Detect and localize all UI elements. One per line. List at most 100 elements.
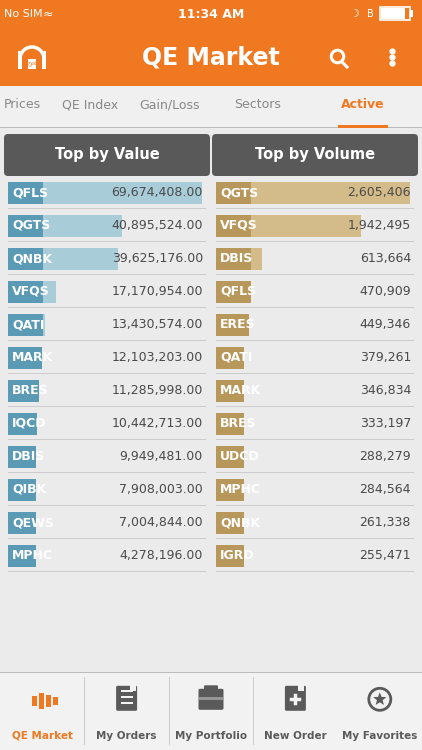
Bar	[8, 413, 37, 434]
Bar	[216, 512, 244, 533]
Bar	[0, 672, 422, 750]
Bar	[216, 446, 244, 467]
Text: Prices: Prices	[3, 98, 41, 112]
Text: 12,103,203.00: 12,103,203.00	[112, 351, 203, 364]
Bar	[8, 346, 42, 368]
Text: ≈: ≈	[43, 8, 53, 20]
Text: QATI: QATI	[220, 351, 252, 364]
Bar	[8, 544, 36, 566]
Text: DBIS: DBIS	[12, 450, 45, 463]
Bar	[381, 8, 405, 19]
Bar	[0, 672, 422, 673]
Bar	[0, 86, 422, 128]
Text: 10,442,713.00: 10,442,713.00	[112, 417, 203, 430]
Text: BRES: BRES	[220, 417, 257, 430]
Bar	[32, 696, 37, 706]
Bar	[216, 214, 251, 236]
FancyBboxPatch shape	[285, 686, 306, 711]
Bar	[42, 51, 46, 69]
Bar	[8, 182, 202, 203]
Text: IQCD: IQCD	[12, 417, 46, 430]
Bar	[8, 478, 36, 500]
Bar	[216, 182, 410, 203]
Text: Top by Volume: Top by Volume	[255, 148, 375, 163]
Bar	[216, 413, 244, 434]
Text: My Orders: My Orders	[96, 731, 157, 741]
Bar	[216, 214, 361, 236]
Text: MPHC: MPHC	[220, 483, 261, 496]
Text: QE Market: QE Market	[12, 731, 73, 741]
Bar	[169, 677, 170, 745]
Bar	[216, 248, 262, 269]
Polygon shape	[373, 692, 387, 705]
Bar	[0, 127, 422, 128]
Text: QE Index: QE Index	[62, 98, 118, 112]
Bar	[39, 693, 44, 709]
Bar	[0, 28, 422, 86]
FancyBboxPatch shape	[204, 686, 218, 694]
Text: QNBK: QNBK	[12, 252, 52, 265]
Text: QFLS: QFLS	[12, 186, 48, 199]
Bar	[8, 446, 36, 467]
Bar	[121, 690, 133, 692]
Bar	[8, 314, 43, 335]
Bar	[338, 125, 388, 128]
Text: Gain/Loss: Gain/Loss	[140, 98, 200, 112]
Text: 17,170,954.00: 17,170,954.00	[111, 285, 203, 298]
Bar	[216, 248, 251, 269]
Bar	[216, 314, 249, 335]
Bar	[216, 446, 244, 467]
Text: QGTS: QGTS	[220, 186, 258, 199]
Bar	[8, 478, 36, 500]
Text: QIBK: QIBK	[12, 483, 46, 496]
Bar	[216, 346, 244, 368]
Text: Sectors: Sectors	[235, 98, 281, 112]
Bar	[28, 59, 36, 69]
Text: QGTS: QGTS	[12, 219, 50, 232]
Text: QATI: QATI	[12, 318, 44, 331]
Bar	[130, 686, 135, 692]
Bar	[216, 544, 244, 566]
Bar	[8, 214, 122, 236]
Bar	[216, 544, 244, 566]
Text: 40,895,524.00: 40,895,524.00	[111, 219, 203, 232]
Text: 39,625,176.00: 39,625,176.00	[112, 252, 203, 265]
Text: QEWS: QEWS	[12, 516, 54, 529]
Text: My Favorites: My Favorites	[342, 731, 417, 741]
Text: Top by Value: Top by Value	[54, 148, 160, 163]
Bar	[8, 380, 39, 401]
Text: MARK: MARK	[220, 384, 261, 397]
Bar	[8, 512, 36, 533]
Bar	[46, 695, 51, 707]
FancyBboxPatch shape	[212, 134, 418, 176]
Text: 346,834: 346,834	[360, 384, 411, 397]
Text: جمة: جمة	[27, 62, 37, 67]
Text: QE Market: QE Market	[142, 45, 280, 69]
Text: New Order: New Order	[264, 731, 327, 741]
Bar	[216, 280, 251, 302]
Text: 9,949,481.00: 9,949,481.00	[120, 450, 203, 463]
Bar	[216, 314, 249, 335]
Text: 69,674,408.00: 69,674,408.00	[112, 186, 203, 199]
Bar	[8, 214, 43, 236]
Text: IGRD: IGRD	[220, 549, 254, 562]
FancyBboxPatch shape	[116, 686, 137, 711]
Bar	[8, 248, 43, 269]
Bar	[380, 7, 410, 20]
Bar	[8, 182, 43, 203]
Text: VFQS: VFQS	[12, 285, 50, 298]
Text: 613,664: 613,664	[360, 252, 411, 265]
Bar	[8, 280, 56, 302]
Text: 4,278,196.00: 4,278,196.00	[119, 549, 203, 562]
Bar	[0, 0, 422, 28]
FancyBboxPatch shape	[198, 688, 224, 709]
Bar	[216, 478, 244, 500]
Bar	[8, 346, 42, 368]
Text: DBIS: DBIS	[220, 252, 253, 265]
Bar	[18, 51, 22, 69]
Text: MPHC: MPHC	[12, 549, 53, 562]
Bar	[216, 478, 244, 500]
Bar	[216, 346, 244, 368]
Bar	[121, 702, 133, 704]
Bar	[298, 686, 304, 692]
